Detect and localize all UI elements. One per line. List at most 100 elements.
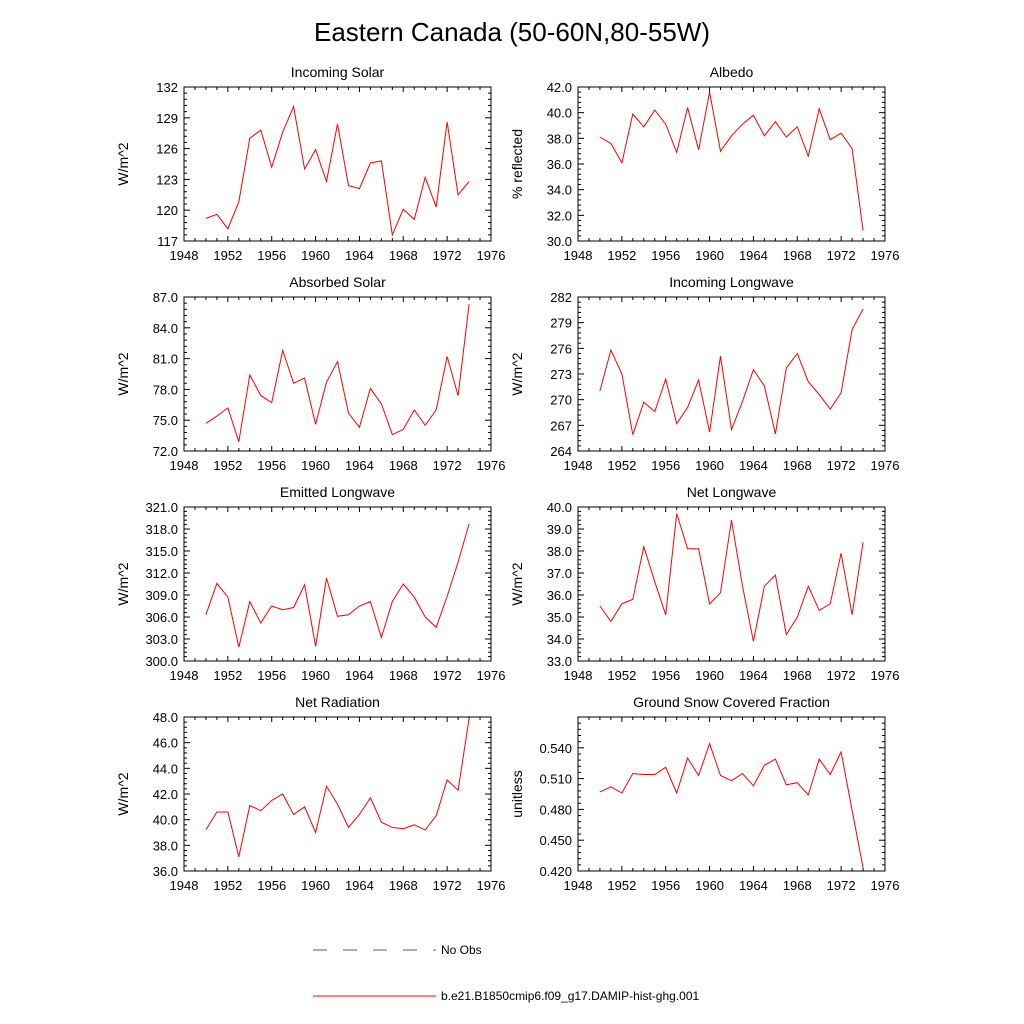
- panel-title: Albedo: [710, 64, 754, 80]
- y-tick-label: 36.0: [153, 864, 178, 879]
- y-tick-label: 32.0: [547, 208, 572, 223]
- x-tick-label: 1964: [345, 248, 374, 263]
- x-tick-label: 1972: [433, 458, 462, 473]
- y-tick-label: 34.0: [547, 632, 572, 647]
- x-tick-label: 1952: [607, 668, 636, 683]
- x-tick-label: 1964: [345, 668, 374, 683]
- panel-title: Net Radiation: [295, 694, 380, 710]
- x-tick-label: 1976: [871, 878, 900, 893]
- x-tick-label: 1976: [477, 248, 506, 263]
- x-tick-label: 1956: [257, 878, 286, 893]
- y-tick-label: 0.510: [539, 772, 572, 787]
- y-tick-label: 44.0: [153, 761, 178, 776]
- x-tick-label: 1948: [170, 668, 199, 683]
- series-line-model: [205, 304, 470, 442]
- x-tick-label: 1948: [564, 458, 593, 473]
- x-tick-label: 1968: [783, 458, 812, 473]
- y-tick-label: 42.0: [153, 787, 178, 802]
- y-tick-label: 48.0: [153, 710, 178, 725]
- y-tick-label: 318.0: [145, 522, 178, 537]
- panel-ground-snow-covered-fraction: Ground Snow Covered Fraction unitless 1948…: [509, 694, 899, 893]
- x-tick-label: 1976: [477, 668, 506, 683]
- y-tick-label: 30.0: [547, 234, 572, 249]
- x-tick-label: 1976: [477, 458, 506, 473]
- panel-title: Ground Snow Covered Fraction: [633, 694, 830, 710]
- y-tick-label: 267: [550, 418, 572, 433]
- figure-title: Eastern Canada (50-60N,80-55W): [314, 17, 710, 47]
- series-line-model: [599, 742, 864, 868]
- y-tick-label: 0.480: [539, 802, 572, 817]
- y-tick-label: 0.420: [539, 864, 572, 879]
- y-tick-label: 309.0: [145, 588, 178, 603]
- x-tick-label: 1952: [213, 458, 242, 473]
- y-tick-label: 78.0: [153, 382, 178, 397]
- y-tick-label: 40.0: [547, 500, 572, 515]
- x-tick-label: 1968: [389, 248, 418, 263]
- y-tick-label: 34.0: [547, 183, 572, 198]
- y-tick-label: 300.0: [145, 654, 178, 669]
- x-tick-label: 1968: [783, 668, 812, 683]
- panel-incoming-solar: Incoming Solar W/m^2 1948 1952 1956 1960 1964 1…: [115, 64, 505, 263]
- x-tick-label: 1948: [170, 248, 199, 263]
- x-tick-label: 1960: [301, 248, 330, 263]
- plot-frame: [183, 86, 492, 242]
- y-tick-label: 72.0: [153, 444, 178, 459]
- y-tick-label: 38.0: [547, 131, 572, 146]
- y-tick-label: 38.0: [153, 838, 178, 853]
- x-tick-label: 1952: [213, 248, 242, 263]
- x-tick-label: 1968: [389, 878, 418, 893]
- legend: No Obs b.e21.B1850cmip6.f09_g17.DAMIP-hi…: [313, 943, 699, 1003]
- panel-title: Incoming Longwave: [669, 274, 794, 290]
- x-tick-label: 1976: [871, 668, 900, 683]
- series-line-model: [205, 718, 470, 858]
- plot-frame: [577, 86, 886, 242]
- y-tick-label: 35.0: [547, 610, 572, 625]
- panel-absorbed-solar: Absorbed Solar W/m^2 1948 1952 1956 1960 1964 1…: [115, 274, 505, 473]
- panel-title: Absorbed Solar: [289, 274, 386, 290]
- x-tick-label: 1952: [213, 668, 242, 683]
- y-tick-label: 279: [550, 316, 572, 331]
- panel-emitted-longwave: Emitted Longwave W/m^2 1948 1952 1956 1960 196…: [115, 484, 505, 683]
- y-axis-label: W/m^2: [509, 352, 525, 395]
- x-tick-label: 1952: [607, 458, 636, 473]
- x-tick-label: 1956: [651, 668, 680, 683]
- x-tick-label: 1956: [257, 668, 286, 683]
- x-tick-label: 1948: [564, 668, 593, 683]
- y-axis-label: unitless: [509, 770, 525, 817]
- y-tick-label: 38.0: [547, 544, 572, 559]
- plot-frame: [183, 716, 492, 872]
- panel-net-radiation: Net Radiation W/m^2 1948 1952 1956 1960 1964 19…: [115, 694, 505, 893]
- x-tick-label: 1972: [433, 878, 462, 893]
- x-tick-label: 1948: [564, 878, 593, 893]
- plot-frame: [183, 506, 492, 662]
- x-tick-label: 1952: [607, 248, 636, 263]
- panels-container: Incoming Solar W/m^2 1948 1952 1956 1960 1964 1…: [115, 64, 899, 893]
- x-tick-label: 1960: [695, 248, 724, 263]
- x-tick-label: 1956: [257, 248, 286, 263]
- x-tick-label: 1964: [345, 878, 374, 893]
- y-tick-label: 126: [156, 142, 178, 157]
- x-tick-label: 1972: [827, 668, 856, 683]
- x-tick-label: 1952: [607, 878, 636, 893]
- legend-model-label: b.e21.B1850cmip6.f09_g17.DAMIP-hist-ghg.…: [441, 989, 699, 1003]
- y-tick-label: 123: [156, 172, 178, 187]
- y-tick-label: 132: [156, 80, 178, 95]
- series-line-model: [205, 104, 470, 237]
- y-tick-label: 37.0: [547, 566, 572, 581]
- x-tick-label: 1972: [827, 248, 856, 263]
- x-tick-label: 1960: [695, 668, 724, 683]
- y-tick-label: 306.0: [145, 610, 178, 625]
- x-tick-label: 1956: [651, 248, 680, 263]
- y-tick-label: 276: [550, 341, 572, 356]
- x-tick-label: 1964: [345, 458, 374, 473]
- panel-title: Incoming Solar: [291, 64, 385, 80]
- y-tick-label: 42.0: [547, 80, 572, 95]
- x-tick-label: 1956: [651, 878, 680, 893]
- x-tick-label: 1948: [564, 248, 593, 263]
- y-tick-label: 270: [550, 393, 572, 408]
- y-tick-label: 46.0: [153, 736, 178, 751]
- y-axis-label: W/m^2: [115, 562, 131, 605]
- x-tick-label: 1972: [433, 248, 462, 263]
- series-line-model: [599, 92, 864, 231]
- series-line-model: [205, 523, 470, 648]
